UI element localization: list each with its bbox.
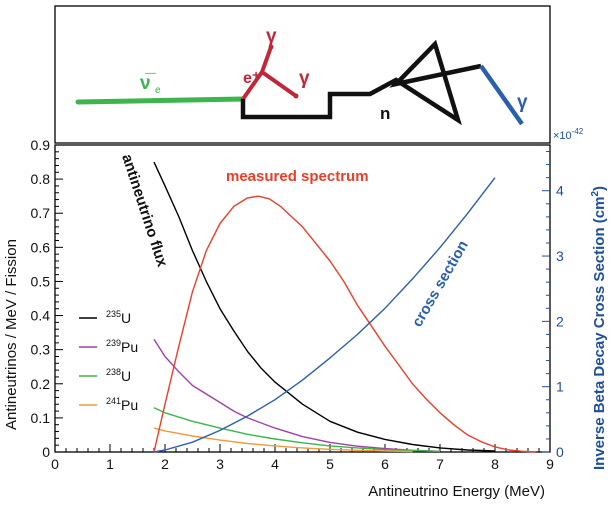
gamma-label-2: γ: [299, 68, 310, 89]
x-tick-label: 8: [491, 456, 499, 472]
y2-axis-label: Inverse Beta Decay Cross Section (cm2): [590, 186, 608, 470]
diagram-frame: [54, 5, 551, 144]
y2-axis-label-end: ): [591, 186, 608, 191]
antineutrino-track: [75, 96, 246, 105]
y-axis-label: Antineutrinos / MeV / Fission: [3, 239, 20, 430]
y-tick-label: 0.8: [31, 171, 51, 187]
positron-track: [241, 70, 264, 101]
y-tick-label: 0.5: [31, 273, 51, 289]
series-line-239-pu: [153, 339, 441, 452]
neutron-track: [240, 39, 482, 126]
legend-label-241: 241Pu: [106, 396, 138, 413]
cross-annotation: cross section: [409, 238, 472, 330]
y2-axis-label-sup: 2: [590, 191, 601, 197]
x-tick-label: 4: [271, 456, 279, 472]
y2-tick-label: 1: [556, 379, 564, 395]
ibd-diagram: ν̅ e e⁺ γ γ n γ: [54, 5, 551, 144]
series-line-cross-section: [153, 177, 496, 453]
y-tick-label: 0.6: [31, 239, 51, 255]
y-tick-label: 0.2: [31, 376, 51, 392]
y-tick-label: 0.4: [31, 308, 51, 324]
y-tick-label: 0.9: [31, 137, 51, 153]
y2-tick-label: 2: [556, 313, 564, 329]
x-tick-label: 6: [381, 456, 389, 472]
gamma-right-dot: [293, 93, 299, 99]
legend-mass-number: 235: [106, 309, 121, 319]
y2-exponent: ×10-42: [553, 127, 584, 142]
series-line-measured-spectrum: [153, 195, 537, 453]
series-line-235-u: [153, 161, 496, 452]
series-lines: [153, 161, 537, 453]
x-tick-label: 5: [326, 456, 334, 472]
y-tick-label: 0.7: [31, 205, 51, 221]
gamma-track-right: [260, 70, 298, 98]
capture-gamma-track: [479, 64, 524, 126]
legend-label-235: 235U: [106, 309, 131, 326]
x-tick-label: 7: [436, 456, 444, 472]
legend-label-238: 238U: [106, 367, 131, 384]
gamma-up-dot: [268, 44, 274, 50]
y2-tick-label: 3: [556, 248, 564, 264]
legend-label-239: 239Pu: [106, 338, 138, 355]
gamma-label-1: γ: [266, 26, 277, 47]
x-axis-label: Antineutrino Energy (MeV): [368, 483, 545, 500]
gamma-track-up: [260, 46, 273, 73]
y2-tick-label: 0: [556, 444, 564, 460]
legend-element: U: [121, 310, 131, 326]
y2-exponent-power: -42: [572, 127, 584, 136]
x-tick-label: 3: [216, 456, 224, 472]
x-tick-label: 1: [106, 456, 114, 472]
y-tick-label: 0.3: [31, 342, 51, 358]
x-tick-label: 9: [546, 456, 554, 472]
plot-frame: [54, 144, 551, 453]
legend-mass-number: 239: [106, 338, 121, 348]
x-tick-label: 0: [51, 456, 59, 472]
y2-axis-label-main: Inverse Beta Decay Cross Section (cm: [591, 197, 608, 470]
flux-annotation: antineutrino flux: [118, 152, 171, 270]
antineutrino-subscript: e: [155, 85, 161, 96]
y-tick-label: 0.1: [31, 410, 51, 426]
legend-element: Pu: [121, 397, 138, 413]
measured-annotation: measured spectrum: [226, 168, 369, 185]
y2-tick-label: 4: [556, 183, 564, 199]
legend-mass-number: 241: [106, 396, 121, 406]
positron-label: e⁺: [243, 70, 260, 87]
y2-exponent-base: ×10: [553, 130, 572, 142]
legend-element: Pu: [121, 339, 138, 355]
legend-mass-number: 238: [106, 367, 121, 377]
y-ticks: 0 0.1 0.2 0.3 0.4 0.5 0.6 0.7 0.8 0.9: [31, 137, 63, 460]
capture-gamma-label: γ: [517, 92, 528, 113]
x-tick-label: 2: [161, 456, 169, 472]
y2-ticks: 0 1 2 3 4: [542, 151, 564, 460]
neutron-label: n: [380, 104, 390, 123]
series-line-241-pu: [153, 427, 413, 453]
series-line-238-u: [153, 407, 441, 452]
y-tick-label: 0: [42, 444, 50, 460]
legend-element: U: [121, 368, 131, 384]
